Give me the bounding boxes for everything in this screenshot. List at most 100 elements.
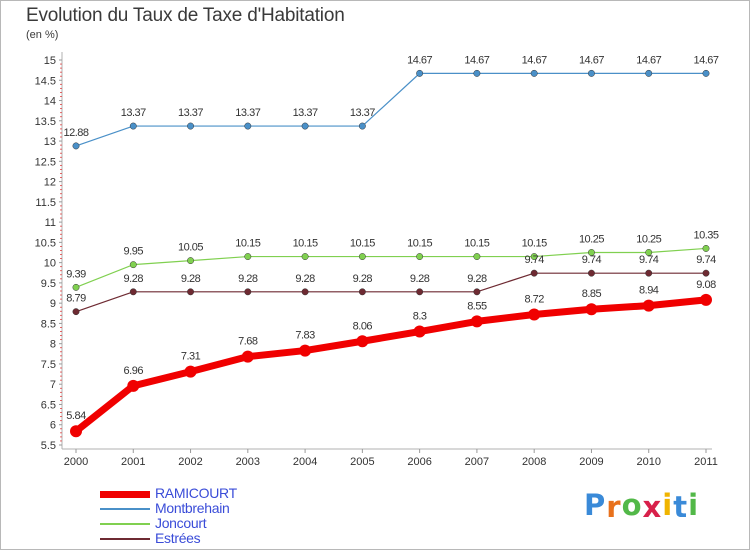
data-label-0-10: 8.94 xyxy=(639,285,659,297)
legend-label: Estrées xyxy=(155,530,201,546)
data-label-3-11: 9.74 xyxy=(696,254,716,266)
x-tick-label: 2006 xyxy=(407,456,431,468)
data-point-3-4 xyxy=(301,288,309,296)
data-point-3-8 xyxy=(530,269,538,277)
legend-label: Montbrehain xyxy=(155,500,230,516)
data-point-1-8 xyxy=(530,69,538,77)
data-label-3-9: 9.74 xyxy=(582,254,602,266)
data-label-3-5: 9.28 xyxy=(353,273,373,285)
data-label-2-4: 10.15 xyxy=(293,238,318,250)
x-tick-label: 2004 xyxy=(293,456,317,468)
data-label-3-3: 9.28 xyxy=(238,273,258,285)
x-tick-label: 2010 xyxy=(636,456,660,468)
data-point-2-11 xyxy=(702,244,710,252)
data-point-0-1 xyxy=(127,379,140,392)
data-label-1-3: 13.37 xyxy=(235,107,260,119)
y-tick-label: 11 xyxy=(45,217,56,229)
data-point-0-7 xyxy=(470,315,483,328)
data-point-2-2 xyxy=(187,257,194,265)
data-point-0-9 xyxy=(585,303,598,316)
data-point-2-6 xyxy=(416,253,424,261)
data-points xyxy=(70,69,712,438)
y-tick-label: 15 xyxy=(44,55,56,67)
x-tick-label: 2000 xyxy=(64,456,88,468)
legend-label: Joncourt xyxy=(155,515,207,531)
unit-label: (en %) xyxy=(26,29,59,41)
data-label-1-0: 12.88 xyxy=(63,127,88,139)
data-label-2-6: 10.15 xyxy=(407,238,432,250)
data-point-3-3 xyxy=(244,288,252,296)
data-label-1-4: 13.37 xyxy=(293,107,318,119)
data-label-1-5: 13.37 xyxy=(350,107,375,119)
data-point-3-11 xyxy=(702,269,710,277)
data-point-0-11 xyxy=(700,293,712,306)
data-point-1-7 xyxy=(473,69,481,77)
y-tick-label: 6 xyxy=(50,420,56,432)
data-label-0-0: 5.84 xyxy=(66,410,86,422)
y-tick-label: 12 xyxy=(44,177,56,189)
legend-item-2: Joncourt xyxy=(100,515,320,532)
data-point-1-0 xyxy=(72,142,80,150)
data-point-2-9 xyxy=(588,249,595,256)
x-tick-label: 2001 xyxy=(121,456,145,468)
logo-letter: i xyxy=(688,488,700,522)
x-tick-label: 2003 xyxy=(236,456,260,468)
data-label-2-3: 10.15 xyxy=(235,238,260,250)
series-line-0 xyxy=(72,296,710,435)
data-point-3-6 xyxy=(416,288,424,296)
data-point-2-0 xyxy=(72,283,80,291)
data-point-2-7 xyxy=(473,253,481,261)
logo-letter: P xyxy=(584,488,607,522)
data-label-0-11: 9.08 xyxy=(696,279,716,291)
data-label-1-8: 14.67 xyxy=(522,54,547,66)
chart-title: Evolution du Taux de Taxe d'Habitation xyxy=(26,5,345,26)
y-tick-label: 7.5 xyxy=(41,359,56,371)
data-point-3-0 xyxy=(72,308,80,316)
data-label-1-11: 14.67 xyxy=(693,54,718,66)
data-label-1-10: 14.67 xyxy=(636,54,661,66)
y-tick-label: 7 xyxy=(50,379,56,391)
y-tick-label: 5.5 xyxy=(41,440,56,452)
data-label-2-8: 10.15 xyxy=(522,238,547,250)
data-label-2-7: 10.15 xyxy=(464,238,489,250)
data-label-2-9: 10.25 xyxy=(579,234,604,246)
data-point-1-9 xyxy=(588,69,595,77)
data-label-3-10: 9.74 xyxy=(639,254,659,266)
data-point-2-4 xyxy=(301,253,309,261)
data-label-0-4: 7.83 xyxy=(295,330,315,342)
data-label-2-5: 10.15 xyxy=(350,238,375,250)
series-line-2 xyxy=(75,247,707,288)
data-point-3-7 xyxy=(473,288,481,296)
data-label-2-11: 10.35 xyxy=(693,229,718,241)
data-point-3-9 xyxy=(588,269,595,277)
data-label-0-7: 8.55 xyxy=(467,300,487,312)
data-point-2-1 xyxy=(129,261,137,269)
data-label-2-10: 10.25 xyxy=(636,234,661,246)
data-label-1-1: 13.37 xyxy=(121,107,146,119)
logo-letter: x xyxy=(642,490,663,524)
data-label-2-1: 9.95 xyxy=(124,246,144,258)
data-label-0-3: 7.68 xyxy=(238,336,258,348)
data-point-3-10 xyxy=(645,269,653,277)
data-label-0-2: 7.31 xyxy=(181,351,201,363)
data-point-1-3 xyxy=(244,122,252,130)
data-label-2-2: 10.05 xyxy=(178,242,203,254)
data-point-3-5 xyxy=(358,288,366,296)
data-label-1-7: 14.67 xyxy=(464,54,489,66)
x-tick-label: 2002 xyxy=(178,456,202,468)
data-label-2-0: 9.39 xyxy=(66,268,86,280)
data-point-2-10 xyxy=(645,249,653,256)
y-tick-label: 13 xyxy=(44,136,56,148)
data-label-1-9: 14.67 xyxy=(579,54,604,66)
legend-swatch xyxy=(100,538,150,540)
data-point-0-6 xyxy=(413,325,426,338)
y-tick-label: 14.5 xyxy=(35,75,56,87)
data-label-1-6: 14.67 xyxy=(407,54,432,66)
data-point-1-11 xyxy=(702,69,710,77)
data-label-0-6: 8.3 xyxy=(413,311,427,323)
y-tick-label: 10 xyxy=(44,258,56,270)
series-lines xyxy=(72,72,710,435)
y-tick-label: 11.5 xyxy=(35,197,56,209)
data-point-0-10 xyxy=(642,299,655,312)
